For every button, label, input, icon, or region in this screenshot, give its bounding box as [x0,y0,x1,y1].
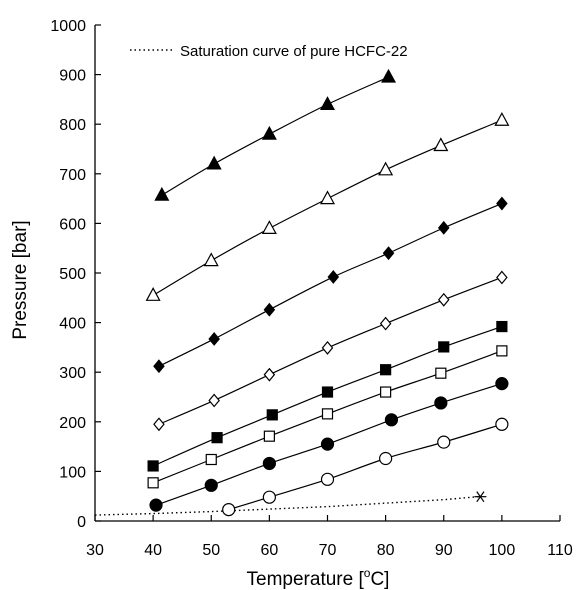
x-tick-label: 30 [86,542,104,559]
open-square-marker [496,345,508,357]
series-filled-triangle [154,68,397,201]
x-tick-label: 90 [435,542,453,559]
open-circle-marker [262,490,276,504]
open-diamond-marker [379,316,392,331]
series-open-circle [222,417,509,517]
x-tick-label: 110 [547,542,573,559]
open-diamond-marker [437,292,450,307]
filled-circle-marker [320,437,335,451]
x-axis-title: Temperature [oC] [247,566,390,590]
open-diamond-marker [496,270,508,285]
open-square-marker [263,430,275,442]
open-diamond-marker [321,340,334,355]
open-square-marker [380,386,392,398]
series-line [158,203,503,367]
open-circle-marker [495,417,509,431]
y-tick-label: 0 [77,514,86,531]
filled-diamond-marker [263,302,276,317]
open-triangle-marker [319,190,336,205]
legend-label: Saturation curve of pure HCFC-22 [180,43,408,60]
open-triangle-marker [433,137,449,152]
filled-triangle-marker [319,96,336,110]
filled-diamond-marker [327,270,340,284]
filled-square-marker [147,460,159,472]
x-tick-label: 40 [144,542,162,559]
filled-circle-marker [204,478,218,492]
filled-diamond-marker [437,220,450,235]
x-tick-label: 80 [377,542,395,559]
y-tick-label: 1000 [50,18,86,35]
series-line [161,76,389,196]
y-tick-label: 500 [59,266,86,283]
series-open-square [147,345,508,489]
filled-square-marker [321,386,334,398]
filled-circle-marker [434,396,448,410]
x-tick-label: 60 [260,542,278,559]
y-tick-label: 700 [59,167,86,184]
saturation-endpoint-asterisk [474,491,487,503]
legend: Saturation curve of pure HCFC-22 [130,43,408,60]
filled-square-marker [211,432,223,444]
filled-circle-marker [384,413,399,427]
y-tick-label: 400 [59,316,86,333]
y-tick-label: 900 [59,68,86,85]
filled-diamond-marker [208,332,220,346]
series-layer [145,68,510,517]
saturation-curve-line [94,495,479,516]
open-circle-marker [320,472,335,486]
open-triangle-marker [261,220,277,234]
x-axis-title-main: Temperature [ [247,569,365,590]
filled-square-marker [266,409,278,421]
series-filled-circle [149,377,509,512]
filled-diamond-marker [496,196,508,211]
open-triangle-marker [145,287,161,301]
x-tick-label: 70 [319,542,337,559]
filled-square-marker [438,341,450,353]
series-filled-diamond [153,196,508,374]
open-square-marker [147,477,159,489]
series-open-triangle [145,111,510,301]
open-square-marker [321,408,334,420]
filled-circle-marker [495,377,509,391]
open-circle-marker [222,502,236,517]
axes-layer [94,24,561,522]
open-diamond-marker [153,417,165,432]
filled-triangle-marker [154,186,170,201]
filled-diamond-marker [382,246,395,261]
series-line [152,119,503,296]
tick-labels-layer: 0 100 200 300 400 500 600 700 800 900 1000 30 40 50 60… [50,18,572,559]
open-triangle-marker [494,111,510,126]
y-tick-label: 800 [59,117,86,134]
y-tick-label: 600 [59,216,86,233]
filled-square-marker [496,320,508,333]
open-triangle-marker [378,161,394,176]
filled-diamond-marker [153,359,165,374]
open-square-marker [435,367,447,379]
series-open-diamond [153,270,508,432]
open-triangle-marker [203,252,219,267]
filled-circle-marker [262,456,276,471]
y-tick-label: 300 [59,365,86,382]
filled-square-marker [380,364,392,376]
x-axis-title-suffix: C] [370,569,389,590]
open-circle-marker [437,435,451,449]
y-tick-label: 100 [59,464,86,481]
filled-circle-marker [149,498,163,512]
y-axis-title: Pressure [bar] [10,220,31,339]
x-axis-title-superscript: o [364,566,371,580]
series-filled-square [147,320,508,472]
filled-triangle-marker [381,68,397,83]
filled-triangle-marker [206,155,222,170]
filled-triangle-marker [261,125,277,140]
open-square-marker [205,453,217,466]
x-tick-label: 50 [202,542,220,559]
saturation-curve-layer [94,491,487,516]
y-tick-label: 200 [59,415,86,432]
open-circle-marker [379,451,393,466]
open-diamond-marker [208,393,220,408]
x-tick-label: 100 [489,542,516,559]
open-diamond-marker [263,367,276,382]
